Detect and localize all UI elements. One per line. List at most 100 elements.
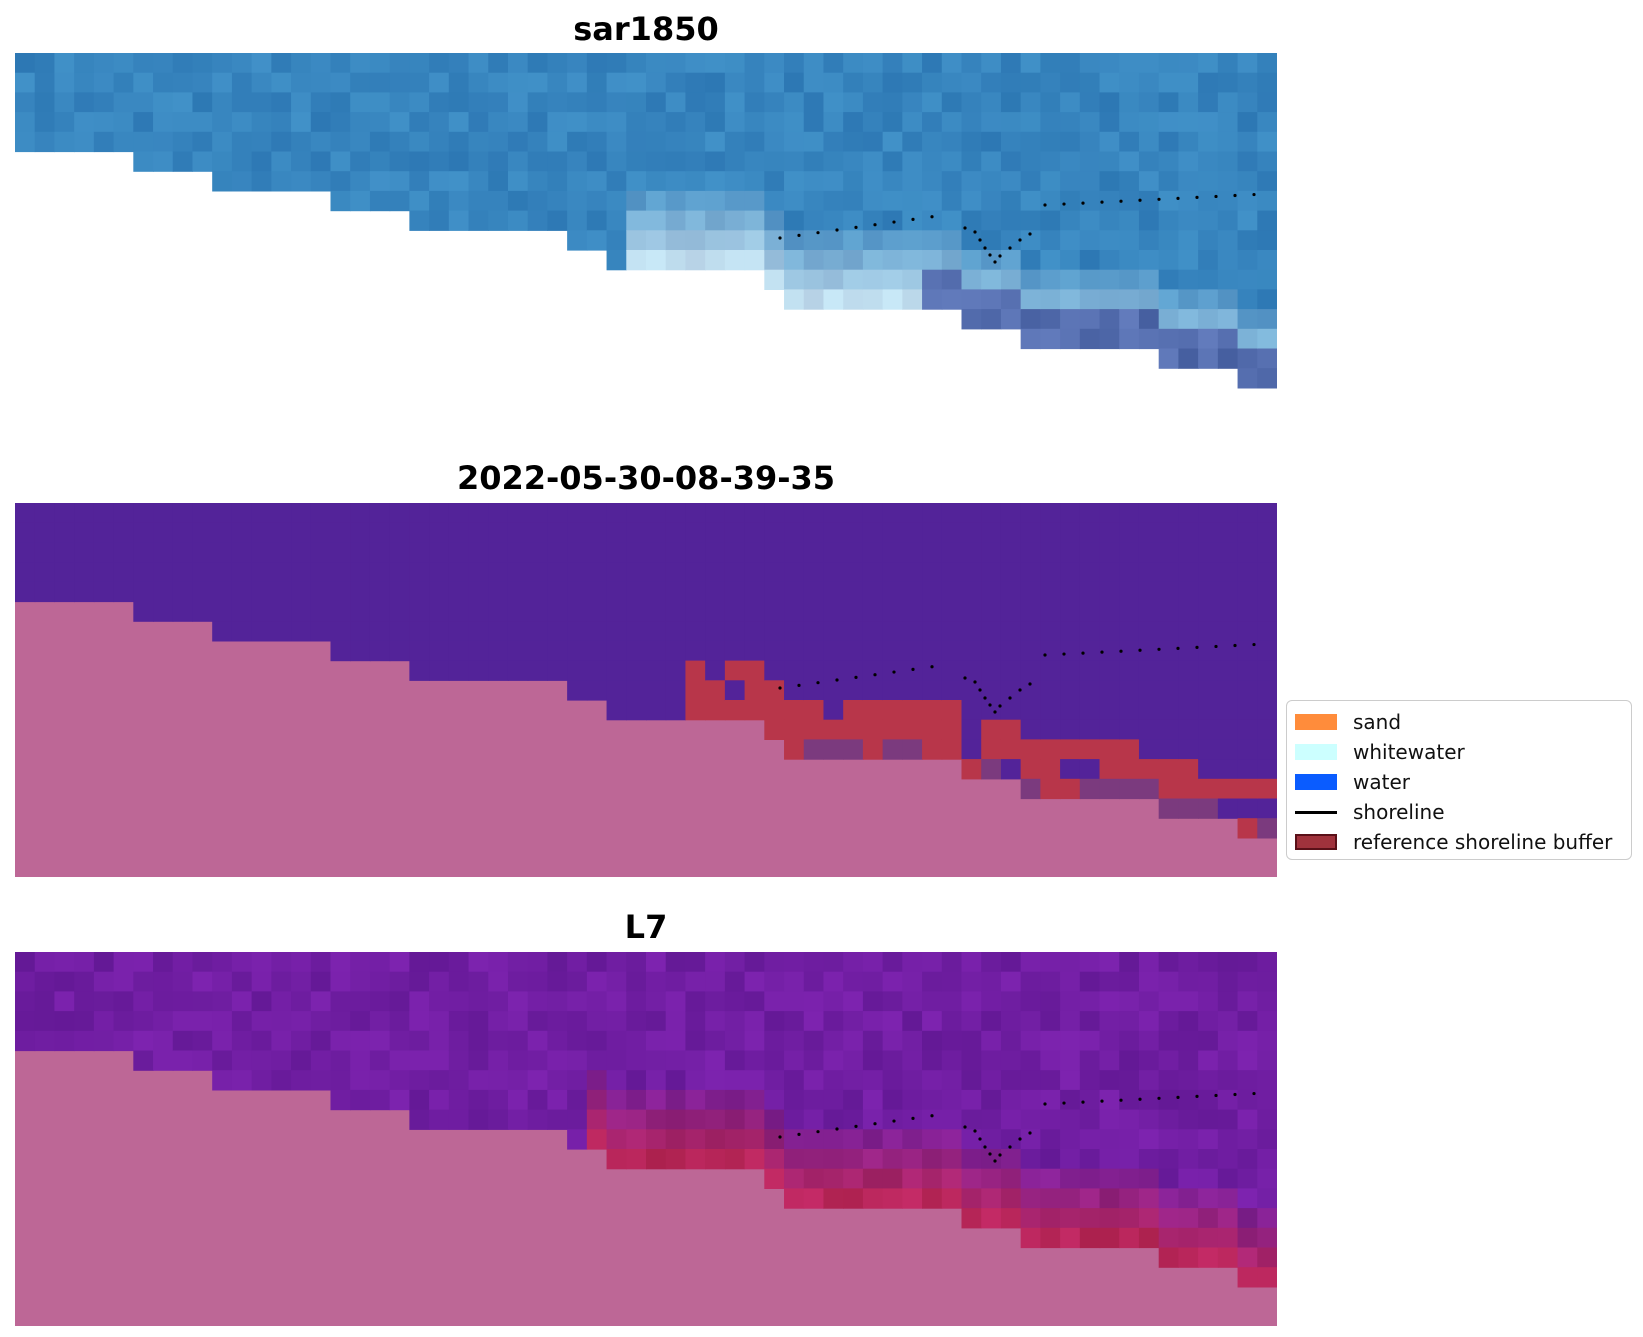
index-pixel [862, 1109, 884, 1130]
class-pixel [685, 562, 706, 583]
class-pixel [1158, 601, 1180, 622]
pixel [1119, 309, 1140, 330]
index-pixel [784, 1188, 805, 1209]
pixel [1217, 250, 1239, 271]
class-pixel [429, 660, 450, 681]
pixel [172, 112, 194, 133]
index-pixel [1020, 1089, 1041, 1111]
index-pixel [350, 1050, 371, 1071]
class-pixel [1158, 640, 1180, 662]
index-pixel [192, 1050, 213, 1071]
class-pixel [941, 700, 963, 721]
class-pixel [1198, 581, 1219, 603]
pixel [626, 230, 647, 251]
class-pixel [961, 719, 982, 740]
class-pixel [1060, 660, 1081, 681]
pixel [922, 171, 943, 192]
pixel [1060, 289, 1081, 310]
index-pixel [862, 1188, 884, 1209]
pixel [567, 230, 588, 251]
pixel [764, 190, 785, 212]
index-pixel [744, 971, 765, 992]
index-pixel [212, 991, 233, 1012]
pixel [468, 210, 489, 231]
class-pixel [744, 601, 765, 622]
class-pixel [369, 562, 391, 583]
pixel [1079, 72, 1101, 93]
pixel [941, 72, 963, 93]
index-pixel [1020, 1149, 1041, 1170]
class-pixel [212, 601, 233, 622]
index-pixel [1158, 1070, 1180, 1091]
pixel [1158, 230, 1180, 251]
index-pixel [1119, 1188, 1140, 1209]
index-pixel [1257, 1070, 1277, 1091]
class-pixel [1158, 719, 1180, 740]
index-pixel [1020, 1070, 1041, 1091]
class-pixel [764, 522, 785, 543]
class-pixel [941, 739, 963, 760]
pixel [922, 151, 943, 172]
index-pixel [744, 1089, 765, 1111]
index-pixel [1178, 1109, 1199, 1130]
index-pixel [488, 1070, 509, 1091]
pixel [1079, 171, 1101, 192]
index-pixel [803, 1011, 825, 1032]
index-pixel [1040, 1070, 1061, 1091]
class-pixel [429, 581, 450, 603]
index-pixel [1060, 1011, 1081, 1032]
pixel [448, 92, 470, 113]
index-pixel [1257, 1188, 1277, 1209]
pixel [1040, 171, 1061, 192]
pixel [409, 92, 430, 113]
index-pixel [922, 1070, 943, 1091]
index-pixel [1040, 1227, 1061, 1249]
class-pixel [843, 621, 864, 642]
class-pixel [961, 739, 982, 760]
pixel [1158, 328, 1180, 350]
pixel [172, 131, 194, 153]
class-pixel [15, 542, 36, 563]
class-pixel [1060, 601, 1081, 622]
class-pixel [1099, 660, 1120, 681]
class-pixel [74, 562, 95, 583]
class-pixel [1138, 680, 1160, 701]
index-pixel [1237, 1030, 1258, 1052]
pixel [862, 72, 884, 93]
pixel [1040, 92, 1061, 113]
class-pixel [1138, 660, 1160, 681]
pixel [784, 190, 805, 212]
pixel [961, 112, 982, 133]
index-pixel [1198, 1168, 1219, 1189]
index-pixel [626, 952, 647, 973]
shoreline-dot [983, 246, 987, 250]
index-pixel [823, 1109, 844, 1130]
index-pixel [606, 1011, 627, 1032]
index-pixel [409, 1050, 430, 1071]
class-pixel [409, 581, 430, 603]
class-pixel [212, 562, 233, 583]
pixel [961, 151, 982, 172]
index-pixel [803, 991, 825, 1012]
index-pixel [764, 1070, 785, 1091]
index-pixel [862, 1050, 884, 1071]
pixel [1178, 151, 1199, 172]
class-pixel [1099, 621, 1120, 642]
class-pixel [1040, 503, 1061, 524]
class-pixel [34, 503, 56, 524]
shoreline-dot [988, 1152, 992, 1156]
index-pixel [1079, 1109, 1101, 1130]
pixel [153, 151, 174, 172]
class-pixel [882, 660, 903, 681]
pixel [665, 92, 687, 113]
index-pixel [823, 971, 844, 992]
class-pixel [1178, 719, 1199, 740]
pixel [1257, 368, 1277, 389]
index-pixel [724, 991, 746, 1012]
class-pixel [1217, 778, 1239, 800]
index-pixel [468, 1011, 489, 1032]
index-pixel [1178, 952, 1199, 973]
pixel [1119, 112, 1140, 133]
class-pixel [784, 542, 805, 563]
pixel [941, 112, 963, 133]
